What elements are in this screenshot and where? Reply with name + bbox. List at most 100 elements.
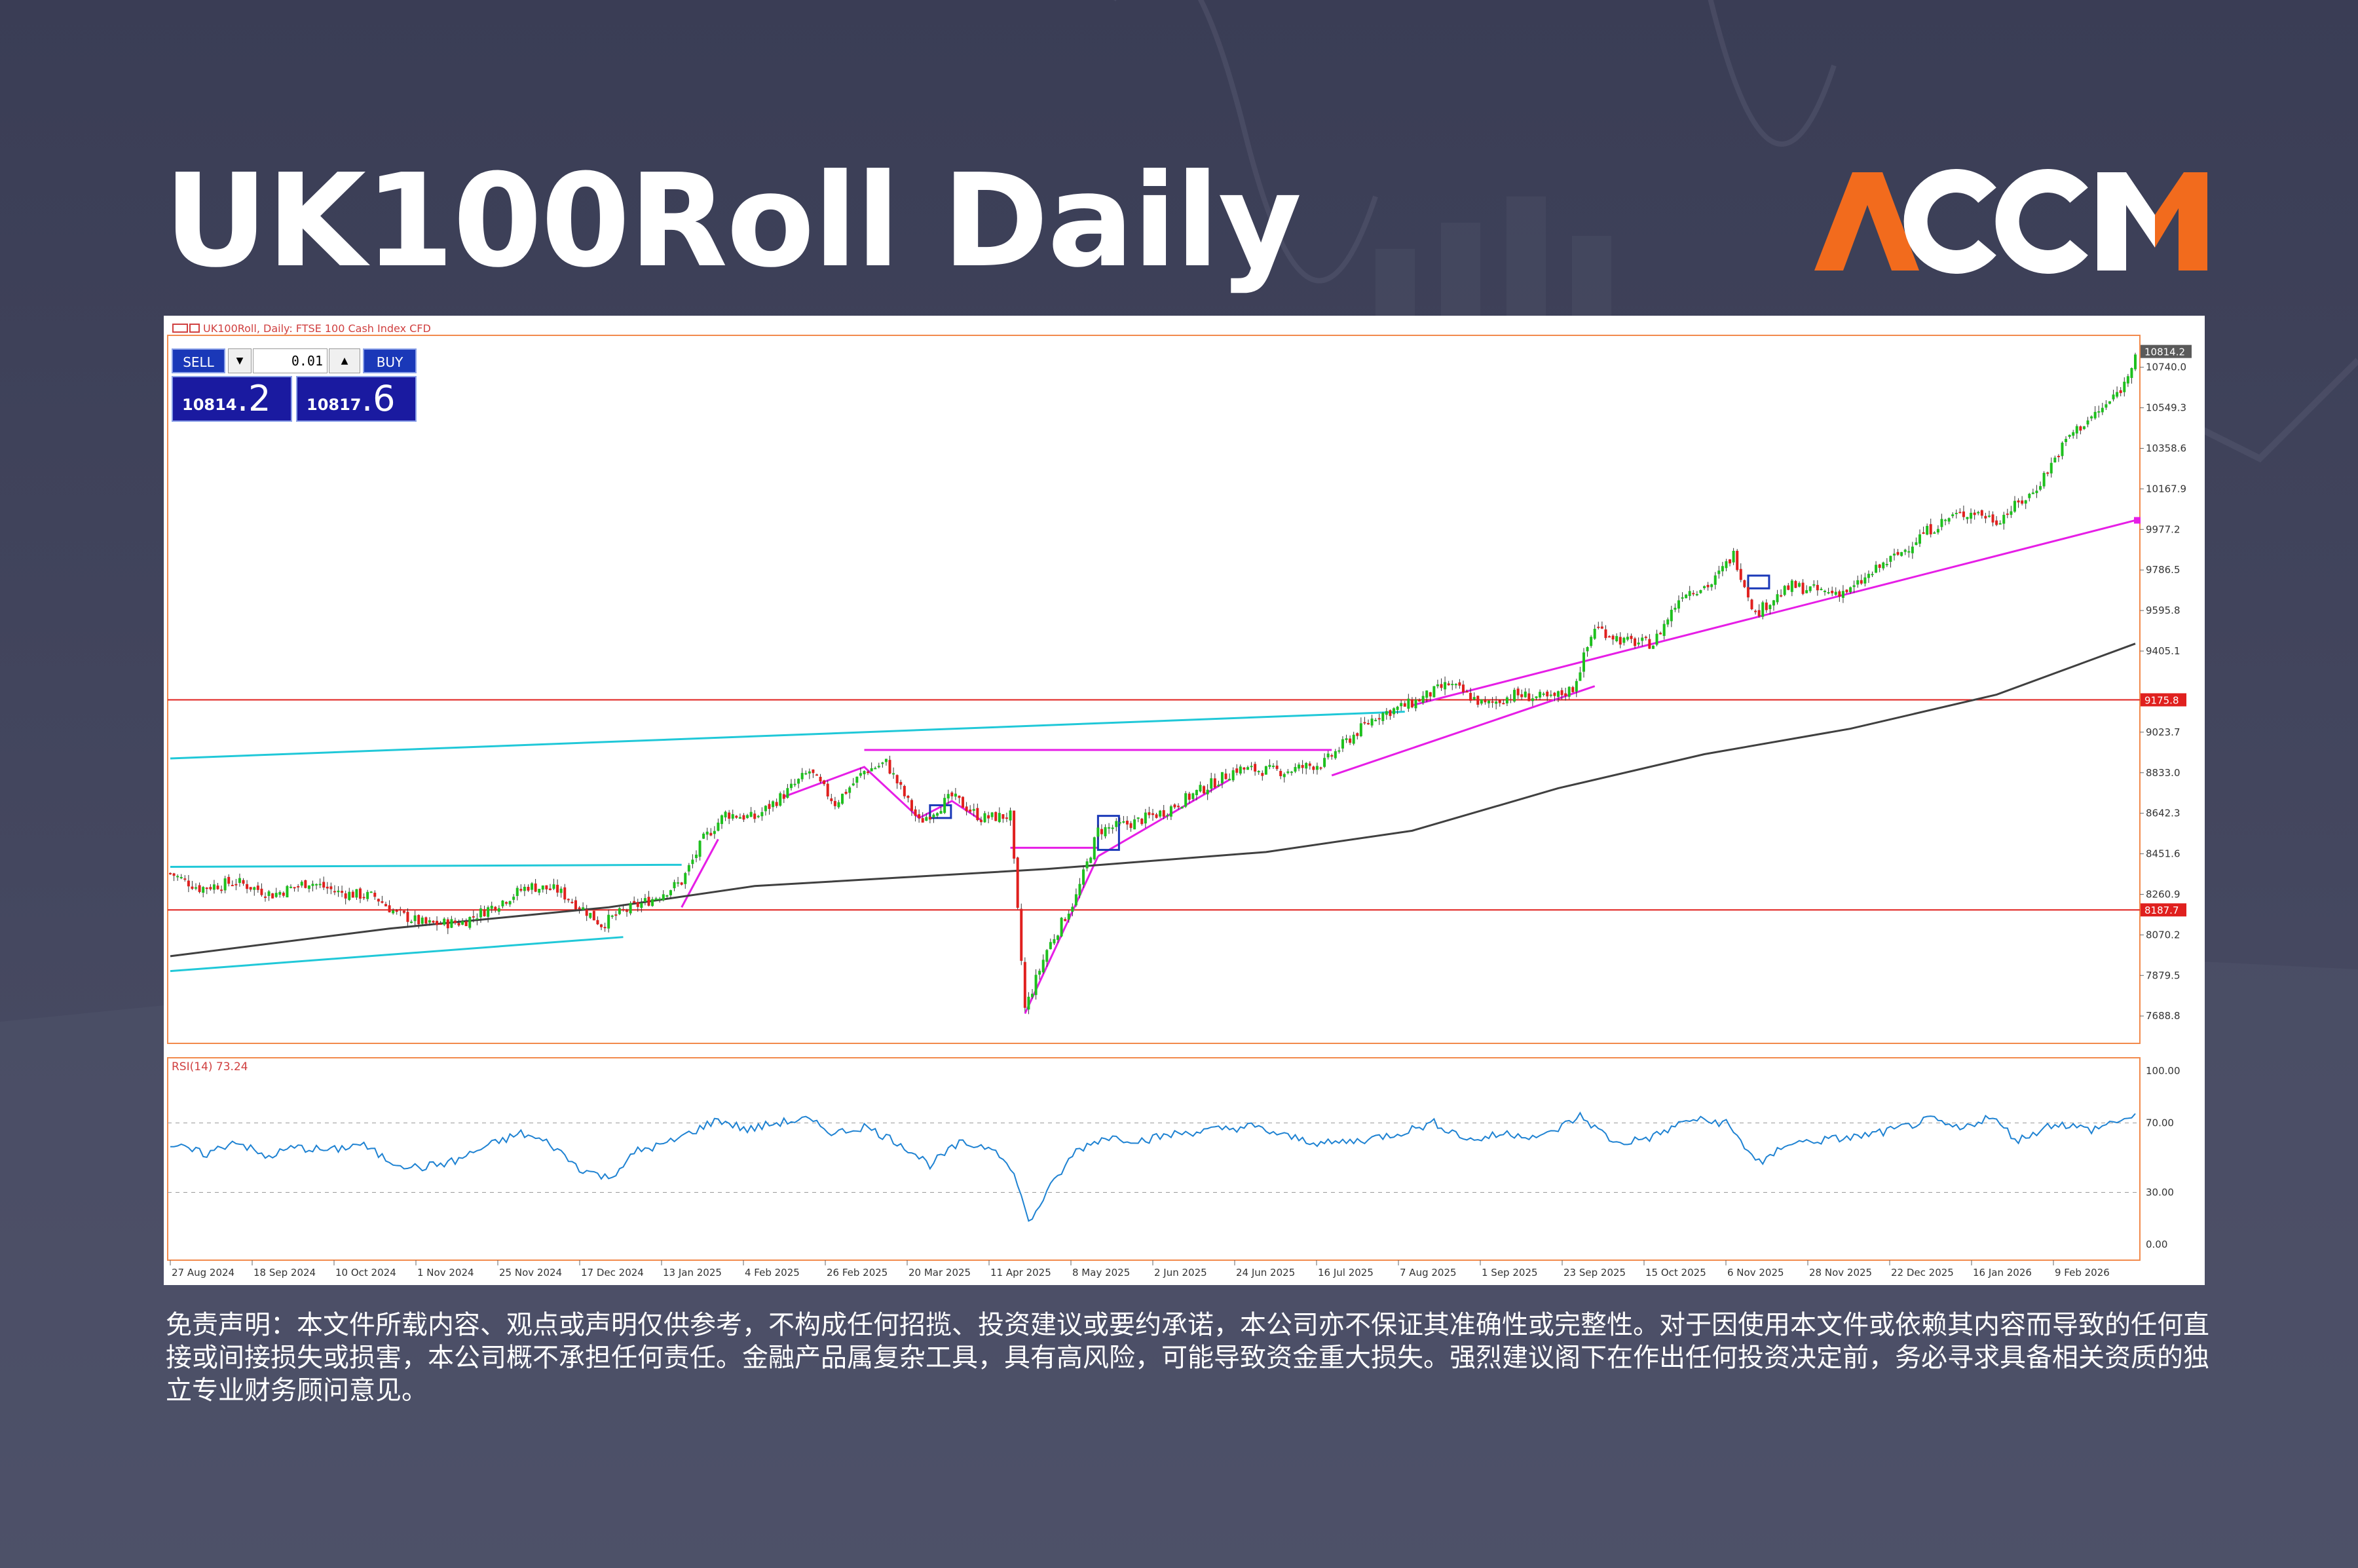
bullish-candle (195, 887, 198, 889)
bullish-candle (1567, 686, 1571, 697)
bullish-candle (1041, 960, 1045, 973)
bullish-candle (348, 891, 351, 901)
y-tick-label: 9977.2 (2146, 523, 2180, 535)
bearish-candle (680, 882, 683, 885)
bearish-candle (472, 916, 475, 918)
bullish-candle (1903, 550, 1907, 552)
bullish-candle (202, 887, 205, 893)
bullish-candle (658, 899, 662, 901)
bullish-candle (1159, 810, 1162, 817)
bearish-candle (169, 872, 172, 874)
volume-dropdown[interactable]: ▼ (228, 348, 252, 373)
buy-button[interactable]: BUY (363, 348, 417, 373)
bullish-candle (450, 919, 453, 928)
bullish-candle (1057, 935, 1060, 940)
bullish-candle (2090, 416, 2093, 419)
bullish-candle (552, 884, 555, 889)
bullish-candle (1454, 684, 1457, 686)
bearish-candle (1743, 580, 1746, 588)
bullish-candle (1535, 696, 1538, 698)
price-chart[interactable]: 9175.8 8187.7 10740.0 10549.3 10358.6 10167.… (164, 316, 2205, 1285)
bearish-candle (903, 785, 906, 796)
bullish-candle (2053, 457, 2057, 462)
bullish-candle (1495, 701, 1498, 704)
bearish-candle (172, 873, 176, 876)
bullish-candle (1246, 767, 1249, 770)
bullish-candle (290, 886, 293, 888)
bearish-candle (735, 815, 738, 818)
bearish-candle (406, 912, 409, 922)
bearish-candle (899, 781, 903, 785)
bearish-candle (1279, 771, 1282, 776)
sell-button[interactable]: SELL (172, 348, 225, 373)
bullish-candle (1108, 827, 1111, 829)
bullish-candle (983, 813, 986, 823)
bullish-candle (1808, 586, 1812, 591)
x-tick-label: 16 Jul 2025 (1318, 1267, 1374, 1279)
bearish-candle (819, 777, 822, 782)
bearish-candle (351, 891, 354, 898)
bullish-candle (779, 793, 782, 806)
bullish-candle (1166, 815, 1169, 817)
chart-panel[interactable]: 9175.8 8187.7 10740.0 10549.3 10358.6 10167.… (164, 316, 2205, 1285)
bid-price[interactable]: 10814 .2 (172, 376, 292, 422)
bearish-candle (633, 901, 636, 903)
bullish-candle (501, 901, 504, 906)
volume-stepper[interactable]: ▲ (329, 348, 360, 373)
bearish-candle (242, 880, 245, 884)
bullish-candle (1797, 583, 1801, 587)
bearish-candle (548, 888, 552, 890)
bullish-candle (1721, 566, 1724, 572)
y-tick-label: 7879.5 (2146, 969, 2180, 981)
bearish-candle (1064, 919, 1067, 922)
bearish-candle (322, 882, 326, 888)
bearish-candle (775, 802, 778, 806)
bearish-candle (362, 897, 365, 899)
bearish-candle (297, 886, 300, 887)
bullish-candle (315, 884, 318, 886)
page-title: UK100Roll Daily (164, 147, 1301, 296)
bullish-candle (1488, 700, 1491, 703)
bullish-candle (1593, 629, 1596, 639)
x-tick-label: 1 Nov 2024 (417, 1267, 474, 1279)
bullish-candle (1096, 827, 1100, 837)
bearish-candle (527, 886, 530, 891)
bullish-candle (2035, 491, 2038, 493)
bullish-candle (1622, 637, 1626, 643)
bearish-candle (1403, 703, 1406, 707)
bullish-candle (1805, 590, 1808, 593)
y-tick-label: 7688.8 (2146, 1010, 2180, 1022)
bullish-candle (1326, 753, 1330, 758)
bullish-candle (1940, 519, 1943, 527)
bearish-candle (187, 880, 190, 887)
bullish-candle (1637, 643, 1640, 644)
bullish-candle (1575, 681, 1578, 692)
bullish-candle (1882, 562, 1885, 569)
level-price-label: 8187.7 (2144, 905, 2179, 916)
bullish-candle (1556, 691, 1560, 697)
bullish-candle (793, 783, 796, 785)
bullish-candle (1374, 720, 1377, 722)
bullish-candle (1250, 766, 1253, 768)
bearish-candle (833, 800, 836, 806)
bearish-candle (1162, 810, 1165, 817)
x-tick-label: 15 Oct 2025 (1645, 1267, 1706, 1279)
bearish-candle (1275, 765, 1279, 770)
bullish-candle (1783, 586, 1786, 595)
bullish-candle (1305, 762, 1308, 769)
bearish-candle (958, 795, 961, 798)
bearish-candle (1100, 829, 1103, 834)
bullish-candle (1407, 698, 1410, 709)
volume-input[interactable]: 0.01 (253, 348, 328, 373)
bullish-candle (1834, 591, 1837, 595)
chart-window-icon (172, 324, 188, 333)
ask-price[interactable]: 10817 .6 (296, 376, 417, 422)
bullish-candle (1863, 577, 1867, 584)
bearish-candle (417, 915, 421, 925)
bearish-candle (599, 924, 603, 927)
bullish-candle (538, 889, 541, 893)
bearish-candle (358, 888, 362, 899)
bearish-candle (205, 887, 208, 889)
bullish-candle (2013, 500, 2016, 512)
bid-price-main: 10814 (182, 396, 237, 414)
